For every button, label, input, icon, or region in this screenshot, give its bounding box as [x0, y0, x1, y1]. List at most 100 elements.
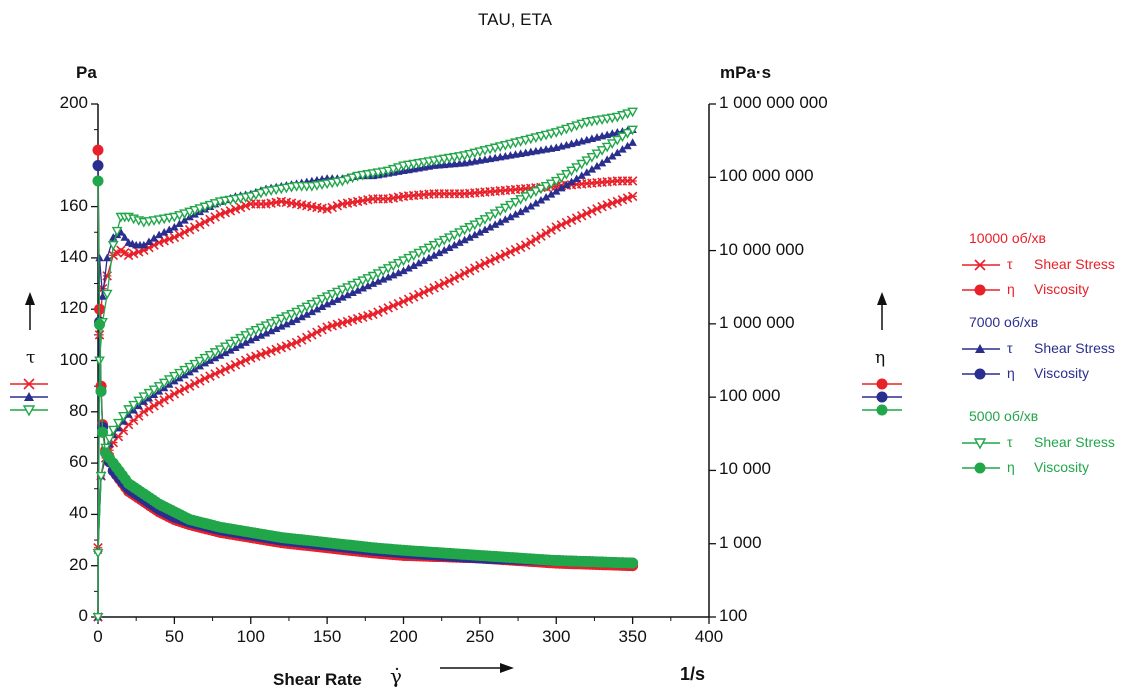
triangle-down-marker: [138, 392, 150, 403]
triangle-down-marker: [123, 405, 134, 415]
triangle-up-marker: [399, 266, 408, 275]
triangle-down-marker: [95, 471, 107, 482]
y-right-tick-label: 100: [719, 606, 748, 625]
triangle-down-marker: [275, 314, 287, 325]
triangle-up-marker: [256, 331, 266, 339]
triangle-down-marker: [459, 225, 470, 236]
triangle-down-marker: [413, 248, 425, 259]
triangle-up-marker: [170, 222, 179, 231]
triangle-up-marker: [165, 225, 174, 234]
triangle-down-marker: [372, 269, 384, 279]
triangle-down-marker: [515, 195, 526, 205]
circle-marker: [876, 391, 888, 403]
triangle-up-marker: [282, 319, 291, 328]
triangle-down-marker: [118, 412, 129, 422]
triangle-down-marker: [219, 342, 231, 353]
triangle-down-marker: [525, 189, 537, 200]
triangle-down-marker: [540, 182, 552, 192]
y-right-arrow-head: [877, 292, 887, 305]
triangle-down-marker: [179, 365, 190, 376]
triangle-up-marker: [307, 307, 317, 316]
triangle-up-marker: [409, 261, 418, 269]
x-arrow-head: [500, 663, 514, 673]
y-left-tick-label: 80: [69, 400, 88, 420]
triangle-down-marker: [107, 241, 119, 251]
legend-group-title: 7000 об/хв: [969, 314, 1039, 330]
x-tick-label: 300: [542, 627, 571, 646]
triangle-up-marker: [536, 195, 546, 204]
triangle-down-marker: [408, 251, 420, 261]
triangle-up-marker: [333, 295, 342, 303]
chart-title: TAU, ETA: [478, 10, 552, 29]
triangle-up-marker: [567, 177, 576, 186]
triangle-down-marker: [973, 438, 987, 450]
triangle-down-marker: [337, 285, 348, 296]
triangle-up-marker: [618, 145, 627, 153]
triangle-down-marker: [245, 328, 257, 338]
y-right-tick-label: 1 000 000: [719, 312, 795, 332]
legend-stress-label: Shear Stress: [1034, 256, 1115, 272]
triangle-up-marker: [338, 293, 347, 301]
y-left-tick-label: 160: [59, 195, 88, 215]
triangle-up-marker: [572, 174, 581, 183]
triangle-up-marker: [149, 234, 159, 242]
triangle-down-marker: [382, 264, 394, 274]
triangle-up-marker: [353, 286, 362, 294]
triangle-up-marker: [623, 141, 632, 150]
y-left-unit: Pa: [76, 63, 97, 82]
triangle-down-marker: [387, 261, 399, 272]
legend-group-title: 5000 об/хв: [969, 408, 1039, 424]
triangle-down-marker: [352, 278, 364, 289]
triangle-down-marker: [418, 246, 430, 256]
triangle-down-marker: [306, 300, 318, 310]
triangle-down-marker: [347, 280, 358, 291]
triangle-up-marker: [608, 151, 617, 160]
triangle-up-marker: [389, 270, 398, 279]
triangle-down-marker: [617, 132, 628, 143]
triangle-down-marker: [316, 294, 328, 305]
y-right-tick-label: 10 000: [719, 459, 771, 479]
legend-tau-symbol: τ: [1007, 256, 1013, 272]
triangle-up-marker: [378, 275, 388, 283]
x-axis-symbol: γ̇: [390, 664, 402, 688]
circle-marker: [92, 175, 104, 187]
triangle-down-marker: [240, 331, 252, 341]
triangle-down-marker: [484, 212, 496, 222]
triangle-up-marker: [226, 346, 235, 354]
triangle-up-marker: [373, 277, 383, 285]
triangle-down-marker: [104, 434, 115, 445]
circle-marker: [97, 426, 109, 438]
triangle-up-marker: [552, 187, 561, 195]
circle-marker: [876, 404, 888, 416]
circle-marker: [94, 319, 106, 331]
triangle-up-marker: [628, 138, 637, 146]
x-unit: 1/s: [680, 664, 706, 684]
triangle-up-marker: [440, 246, 449, 254]
triangle-up-marker: [521, 204, 530, 213]
triangle-up-marker: [414, 258, 423, 267]
triangle-up-marker: [546, 190, 556, 198]
triangle-up-marker: [236, 340, 245, 349]
triangle-up-marker: [358, 283, 367, 292]
triangle-down-marker: [194, 356, 206, 367]
triangle-up-marker: [139, 240, 149, 249]
triangle-down-marker: [153, 382, 165, 392]
triangle-up-marker: [246, 335, 255, 344]
triangle-up-marker: [266, 326, 276, 335]
triangle-up-marker: [98, 292, 107, 300]
triangle-down-marker: [214, 345, 226, 356]
triangle-down-marker: [143, 388, 155, 399]
triangle-down-marker: [561, 170, 572, 180]
x-tick-label: 150: [312, 627, 342, 646]
triangle-down-marker: [22, 405, 36, 417]
triangle-up-marker: [470, 230, 479, 239]
triangle-up-marker: [450, 240, 459, 249]
triangle-down-marker: [235, 333, 246, 344]
circle-marker: [92, 144, 104, 156]
triangle-up-marker: [363, 281, 373, 290]
x-tick-label: 50: [164, 627, 184, 646]
y-right-tick-label: 1 000: [719, 532, 762, 552]
triangle-up-marker: [496, 217, 505, 226]
triangle-up-marker: [516, 207, 525, 216]
